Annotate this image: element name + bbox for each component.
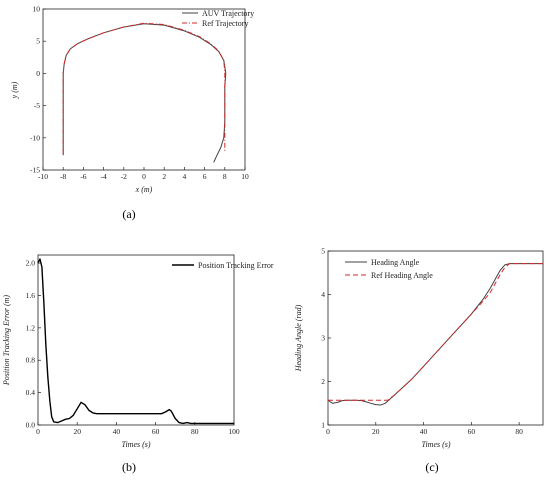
- y-tick-label: 0.8: [26, 356, 36, 365]
- panel-label: (c): [425, 460, 438, 474]
- x-tick-label: 4: [183, 172, 187, 181]
- x-tick-label: 2: [162, 172, 166, 181]
- legend-label: Ref Heading Angle: [371, 271, 433, 280]
- plot-frame: [42, 8, 246, 171]
- y-tick-label: 0.0: [26, 421, 36, 430]
- series-line-2: [328, 263, 543, 401]
- x-tick-label: 40: [113, 427, 121, 436]
- y-axis-label: Position Tracking Error (m): [2, 295, 11, 386]
- chart-panel-3: 0 20 40 60 80 1 2 3 4 5 Times (s) Heading Angle (ra…: [294, 247, 544, 474]
- x-tick-label: 60: [468, 427, 476, 436]
- panel-label: (a): [122, 207, 135, 221]
- x-tick-label: 80: [515, 427, 523, 436]
- chart-panel-2: 0 20 40 60 80 100 0.0 0.4 0.8 1.2 1.6 2.0 Times (s) P…: [2, 254, 274, 474]
- x-tick-label: 20: [73, 427, 81, 436]
- y-tick-label: 10: [33, 5, 41, 14]
- y-axis-label: Heading Angle (rad): [294, 304, 303, 372]
- x-tick-label: 80: [191, 427, 199, 436]
- y-tick-label: 2.0: [26, 259, 36, 268]
- y-tick-label: 4: [321, 290, 325, 299]
- x-tick-label: 0: [326, 427, 330, 436]
- legend-label: AUV Trajectory: [202, 9, 254, 18]
- x-tick-label: -10: [38, 172, 48, 181]
- y-tick-label: 5: [321, 247, 325, 256]
- x-tick-label: 0: [142, 172, 146, 181]
- y-tick-label: 0.4: [26, 388, 36, 397]
- y-axis-label: y (m): [10, 81, 19, 99]
- x-tick-label: 10: [241, 172, 249, 181]
- x-axis-label: Times (s): [121, 440, 150, 449]
- legend-label: Heading Angle: [371, 258, 420, 267]
- series-line-1: [327, 263, 543, 406]
- x-axis-label: Times (s): [421, 440, 450, 449]
- x-tick-label: 20: [372, 427, 380, 436]
- series-line-2: [62, 22, 226, 154]
- x-tick-label: -8: [60, 172, 66, 181]
- x-axis-label: x (m): [135, 185, 153, 194]
- y-tick-label: -5: [34, 101, 40, 110]
- x-tick-label: 8: [223, 172, 227, 181]
- x-tick-label: 40: [420, 427, 428, 436]
- x-tick-label: -6: [80, 172, 86, 181]
- y-tick-label: -10: [30, 133, 40, 142]
- y-tick-label: 1.6: [26, 291, 36, 300]
- legend-label: Position Tracking Error: [198, 261, 274, 270]
- x-tick-label: 60: [152, 427, 160, 436]
- plot-frame: [327, 250, 544, 426]
- x-tick-label: 100: [228, 427, 240, 436]
- y-tick-label: 1.2: [26, 323, 36, 332]
- series-line-1: [62, 23, 227, 163]
- legend-label: Ref Trajectory: [202, 19, 248, 28]
- y-tick-label: 2: [321, 377, 325, 386]
- y-tick-label: 1: [321, 421, 325, 430]
- plot-frame: [37, 254, 235, 426]
- x-tick-label: -4: [100, 172, 106, 181]
- series-line-1: [37, 258, 234, 425]
- x-tick-label: 6: [203, 172, 207, 181]
- x-tick-label: -2: [121, 172, 127, 181]
- y-tick-label: -15: [30, 166, 40, 175]
- y-tick-label: 0: [36, 69, 40, 78]
- y-tick-label: 5: [36, 37, 40, 46]
- x-tick-label: 0: [36, 427, 40, 436]
- y-tick-label: 3: [321, 334, 325, 343]
- panel-label: (b): [122, 460, 136, 474]
